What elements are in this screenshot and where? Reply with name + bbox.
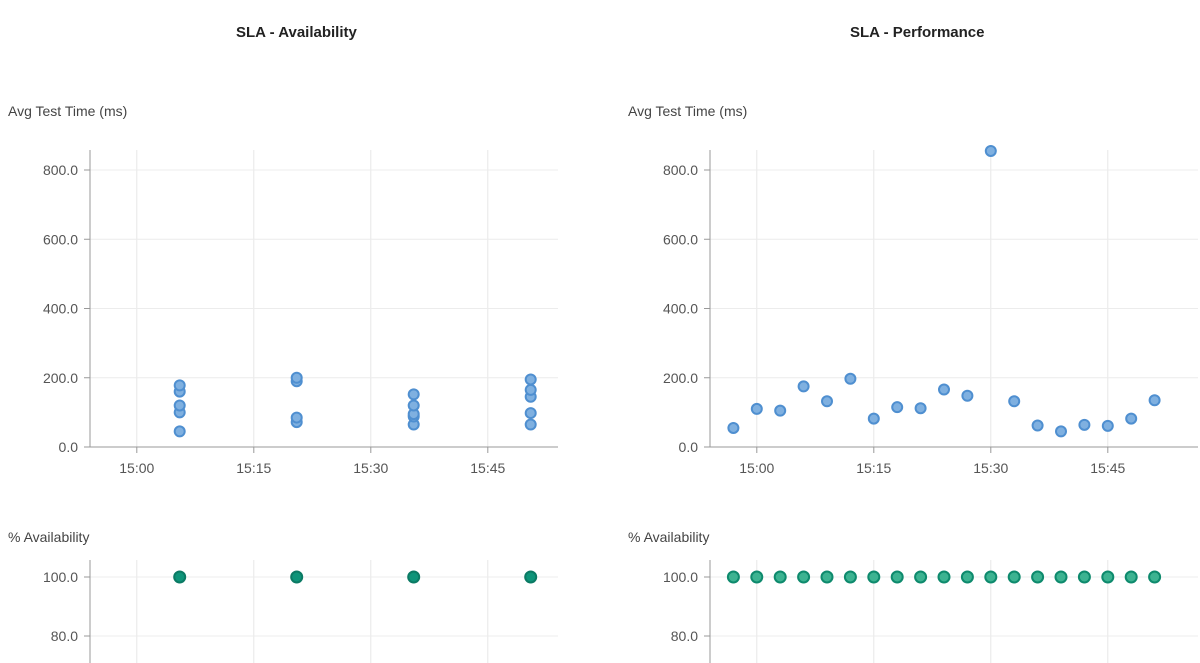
y-tick-label: 200.0 [663, 370, 698, 386]
performance-percent-chart: 80.0 100.0 [663, 560, 1198, 663]
data-point [290, 411, 303, 424]
chart-title: SLA - Availability [236, 24, 357, 41]
data-point [891, 401, 904, 414]
data-point [1055, 425, 1067, 438]
data-point [1031, 419, 1044, 432]
data-point [821, 395, 833, 408]
data-point [1101, 570, 1115, 584]
data-point [1031, 570, 1045, 584]
y-tick-label: 400.0 [663, 301, 698, 317]
data-point [773, 570, 787, 584]
data-point [961, 389, 974, 402]
x-tick-label: 15:15 [856, 460, 891, 476]
y-tick-label: 800.0 [663, 162, 698, 178]
data-point [1124, 570, 1138, 584]
data-point [938, 383, 950, 396]
data-point [867, 412, 880, 425]
y-tick-label: 100.0 [663, 569, 698, 585]
availability-panel: SLA - Availability Avg Test Time (ms) 0.… [8, 24, 558, 663]
data-point [173, 379, 186, 392]
x-tick-label: 15:00 [739, 460, 774, 476]
data-point [797, 380, 810, 393]
data-point [750, 570, 764, 584]
data-point [1125, 412, 1138, 425]
data-point [173, 399, 186, 412]
y-tick-label: 400.0 [43, 301, 78, 317]
data-point [407, 388, 420, 401]
data-point [1148, 570, 1162, 584]
x-tick-label: 15:15 [236, 460, 271, 476]
availability-percent-chart: 80.0 100.0 [43, 560, 558, 663]
y-tick-label: 100.0 [43, 569, 78, 585]
data-point [524, 373, 537, 386]
data-point [290, 371, 303, 384]
data-point [173, 425, 186, 438]
plot-area: 0.0 200.0 400.0 600.0 800.0 15:00 15:15 15:30 15… [663, 144, 1198, 476]
data-point [1148, 394, 1161, 407]
performance-time-chart: 0.0 200.0 400.0 600.0 800.0 15:00 15:15 15:30 15… [663, 144, 1198, 476]
y-tick-label: 80.0 [671, 628, 698, 644]
y-axis-label: Avg Test Time (ms) [628, 103, 748, 119]
y-axis-label: % Availability [8, 529, 90, 545]
y-tick-label: 600.0 [663, 231, 698, 247]
data-point [726, 570, 740, 584]
data-point [960, 570, 974, 584]
data-point [750, 402, 763, 415]
data-point [1078, 418, 1091, 431]
data-point [1101, 419, 1114, 432]
data-point [820, 570, 834, 584]
data-point [524, 570, 538, 584]
x-tick-label: 15:45 [470, 460, 505, 476]
y-tick-label: 200.0 [43, 370, 78, 386]
data-point [890, 570, 904, 584]
data-point [1008, 395, 1021, 408]
data-point [173, 570, 187, 584]
data-point [774, 404, 787, 417]
y-tick-label: 0.0 [59, 439, 79, 455]
y-tick-label: 600.0 [43, 231, 78, 247]
y-tick-label: 80.0 [51, 628, 78, 644]
data-point [524, 407, 537, 420]
y-axis-label: Avg Test Time (ms) [8, 103, 128, 119]
performance-panel: SLA - Performance Avg Test Time (ms) 0.0… [620, 0, 1200, 663]
data-point [797, 570, 811, 584]
data-point [727, 421, 740, 434]
data-point [1054, 570, 1068, 584]
data-point [524, 418, 537, 431]
plot-area: 80.0 100.0 [663, 560, 1198, 663]
x-tick-label: 15:45 [1090, 460, 1125, 476]
data-point [407, 570, 421, 584]
data-point [290, 570, 304, 584]
availability-time-chart: 0.0 200.0 400.0 600.0 800.0 15:00 15:15 15:30 15… [43, 150, 558, 476]
data-point [914, 570, 928, 584]
data-point [984, 570, 998, 584]
x-tick-label: 15:00 [119, 460, 154, 476]
data-point [914, 402, 927, 415]
chart-title: SLA - Performance [850, 24, 985, 41]
data-point [843, 570, 857, 584]
data-point [984, 144, 997, 157]
y-tick-label: 800.0 [43, 162, 78, 178]
data-point [867, 570, 881, 584]
data-point [937, 570, 951, 584]
data-point [407, 399, 420, 412]
plot-area: 0.0 200.0 400.0 600.0 800.0 15:00 15:15 15:30 15… [43, 150, 558, 476]
x-tick-label: 15:30 [973, 460, 1008, 476]
data-point [1077, 570, 1091, 584]
x-tick-label: 15:30 [353, 460, 388, 476]
y-tick-label: 0.0 [679, 439, 699, 455]
data-point [844, 372, 857, 385]
data-point [1007, 570, 1021, 584]
plot-area: 80.0 100.0 [43, 560, 558, 663]
y-axis-label: % Availability [628, 529, 710, 545]
